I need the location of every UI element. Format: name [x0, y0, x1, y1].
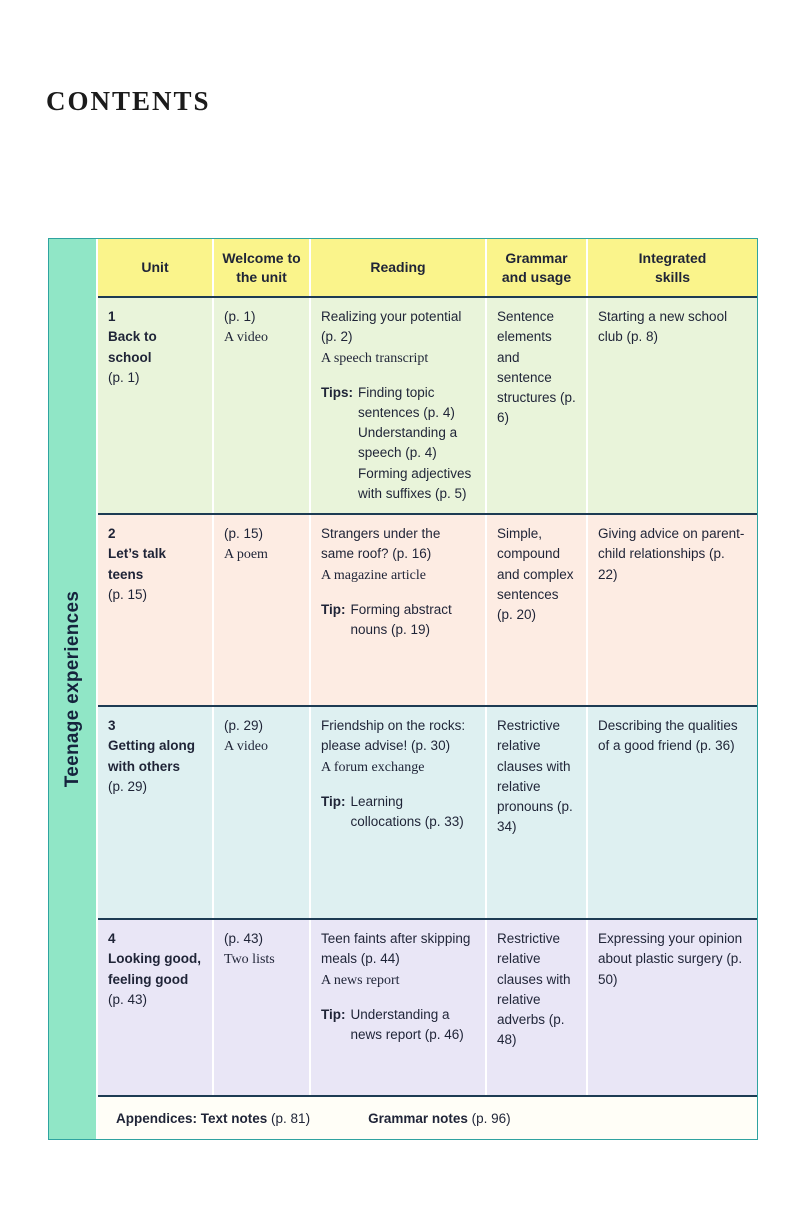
welcome-cell: (p. 15) A poem [214, 515, 309, 705]
unit-name: Let’s talk teens [108, 546, 167, 582]
tips-list: Forming abstract nouns (p. 19) [351, 600, 476, 641]
unit-cell: 3 Getting along with others (p. 29) [98, 707, 212, 918]
grammar-cell: Sentence elements and sentence structure… [487, 298, 586, 513]
skills-cell: Starting a new school club (p. 8) [588, 298, 757, 513]
tips-label: Tips: [321, 384, 354, 400]
grammar-cell: Restrictive relative clauses with relati… [487, 707, 586, 918]
welcome-genre: A video [224, 330, 268, 346]
tip-item: Forming adjectives with suffixes (p. 5) [358, 465, 472, 501]
row-divider [98, 1095, 757, 1097]
row-divider [98, 918, 757, 920]
skills-text: Starting a new school club (p. 8) [598, 309, 728, 345]
reading-genre: A magazine article [321, 567, 426, 583]
reading-title: Strangers under the same roof? (p. 16) [321, 526, 441, 562]
reading-cell: Teen faints after skipping meals (p. 44)… [311, 920, 485, 1095]
welcome-genre: A poem [224, 547, 268, 563]
header-skills: Integrated skills [588, 239, 757, 296]
table-main: Unit Welcome to the unit Reading Grammar… [96, 239, 757, 1139]
tip-item: Learning collocations (p. 33) [350, 793, 464, 829]
unit-page: (p. 15) [108, 586, 148, 602]
welcome-page: (p. 15) [224, 526, 264, 541]
page-title: CONTENTS [46, 86, 211, 116]
tips-list: Finding topic sentences (p. 4) Understan… [358, 383, 475, 505]
appendices-entry: Appendices: Text notes (p. 81) [116, 1110, 311, 1126]
unit-cell: 2 Let’s talk teens (p. 15) [98, 515, 212, 705]
header-row: Unit Welcome to the unit Reading Grammar… [98, 239, 757, 296]
tip-item: Understanding a speech (p. 4) [358, 425, 458, 461]
reading-title: Teen faints after skipping meals (p. 44) [321, 931, 471, 967]
skills-text: Describing the qualities of a good frien… [598, 718, 738, 754]
tips-block: Tip: Learning collocations (p. 33) [321, 792, 475, 833]
reading-genre: A speech transcript [321, 350, 429, 366]
tip-item: Understanding a news report (p. 46) [350, 1006, 464, 1042]
grammar-cell: Simple, compound and complex sentences (… [487, 515, 586, 705]
row-divider [98, 705, 757, 707]
skills-text: Expressing your opinion about plastic su… [598, 931, 743, 987]
unit-row: 2 Let’s talk teens (p. 15) (p. 15) A poe… [98, 515, 757, 705]
welcome-page: (p. 29) [224, 718, 264, 733]
unit-name: Getting along with others [108, 738, 195, 774]
reading-cell: Realizing your potential (p. 2) A speech… [311, 298, 485, 513]
tip-item: Forming abstract nouns (p. 19) [350, 601, 452, 637]
unit-name: Back to school [108, 329, 157, 365]
reading-cell: Strangers under the same roof? (p. 16) A… [311, 515, 485, 705]
tips-label: Tip: [321, 793, 346, 809]
unit-name: Looking good, feeling good [108, 951, 201, 987]
skills-cell: Giving advice on parent-child relationsh… [588, 515, 757, 705]
reading-cell: Friendship on the rocks: please advise! … [311, 707, 485, 918]
reading-title: Realizing your potential (p. 2) [321, 309, 462, 345]
unit-number: 2 [108, 526, 116, 541]
unit-cell: 1 Back to school (p. 1) [98, 298, 212, 513]
tip-item: Finding topic sentences (p. 4) [358, 384, 455, 420]
welcome-cell: (p. 1) A video [214, 298, 309, 513]
unit-cell: 4 Looking good, feeling good (p. 43) [98, 920, 212, 1095]
skills-cell: Describing the qualities of a good frien… [588, 707, 757, 918]
tips-block: Tip: Understanding a news report (p. 46) [321, 1005, 475, 1046]
welcome-cell: (p. 43) Two lists [214, 920, 309, 1095]
welcome-page: (p. 1) [224, 309, 256, 324]
contents-table: Teenage experiences Unit Welcome to the … [48, 238, 758, 1140]
welcome-genre: A video [224, 739, 268, 755]
tips-list: Learning collocations (p. 33) [351, 792, 476, 833]
strand-sidebar: Teenage experiences [49, 239, 96, 1139]
tips-label: Tip: [321, 601, 346, 617]
tips-list: Understanding a news report (p. 46) [351, 1005, 476, 1046]
unit-page: (p. 1) [108, 369, 140, 385]
reading-genre: A forum exchange [321, 759, 425, 775]
reading-title: Friendship on the rocks: please advise! … [321, 718, 466, 754]
reading-genre: A news report [321, 972, 400, 988]
welcome-genre: Two lists [224, 952, 275, 968]
tips-block: Tip: Forming abstract nouns (p. 19) [321, 600, 475, 641]
welcome-page: (p. 43) [224, 931, 264, 946]
row-divider [98, 296, 757, 298]
unit-row: 1 Back to school (p. 1) (p. 1) A video R… [98, 298, 757, 513]
welcome-cell: (p. 29) A video [214, 707, 309, 918]
skills-text: Giving advice on parent-child relationsh… [598, 526, 745, 582]
skills-cell: Expressing your opinion about plastic su… [588, 920, 757, 1095]
strand-label: Teenage experiences [61, 590, 83, 788]
unit-row: 3 Getting along with others (p. 29) (p. … [98, 707, 757, 918]
header-unit: Unit [98, 239, 212, 296]
unit-number: 3 [108, 718, 116, 733]
unit-row: 4 Looking good, feeling good (p. 43) (p.… [98, 920, 757, 1095]
grammar-cell: Restrictive relative clauses with relati… [487, 920, 586, 1095]
grammar-text: Restrictive relative clauses with relati… [497, 931, 571, 1048]
header-reading: Reading [311, 239, 485, 296]
tips-block: Tips: Finding topic sentences (p. 4) Und… [321, 383, 475, 505]
appendices-row: Appendices: Text notes (p. 81) Grammar n… [98, 1097, 757, 1139]
tips-label: Tip: [321, 1006, 346, 1022]
grammar-text: Sentence elements and sentence structure… [497, 309, 576, 426]
grammar-text: Restrictive relative clauses with relati… [497, 718, 573, 835]
unit-number: 1 [108, 309, 116, 324]
unit-page: (p. 43) [108, 991, 148, 1007]
row-divider [98, 513, 757, 515]
unit-page: (p. 29) [108, 778, 148, 794]
header-welcome: Welcome to the unit [214, 239, 309, 296]
grammar-text: Simple, compound and complex sentences (… [497, 526, 574, 622]
unit-number: 4 [108, 931, 116, 946]
grammar-notes-entry: Grammar notes (p. 96) [368, 1110, 511, 1126]
header-grammar: Grammar and usage [487, 239, 586, 296]
